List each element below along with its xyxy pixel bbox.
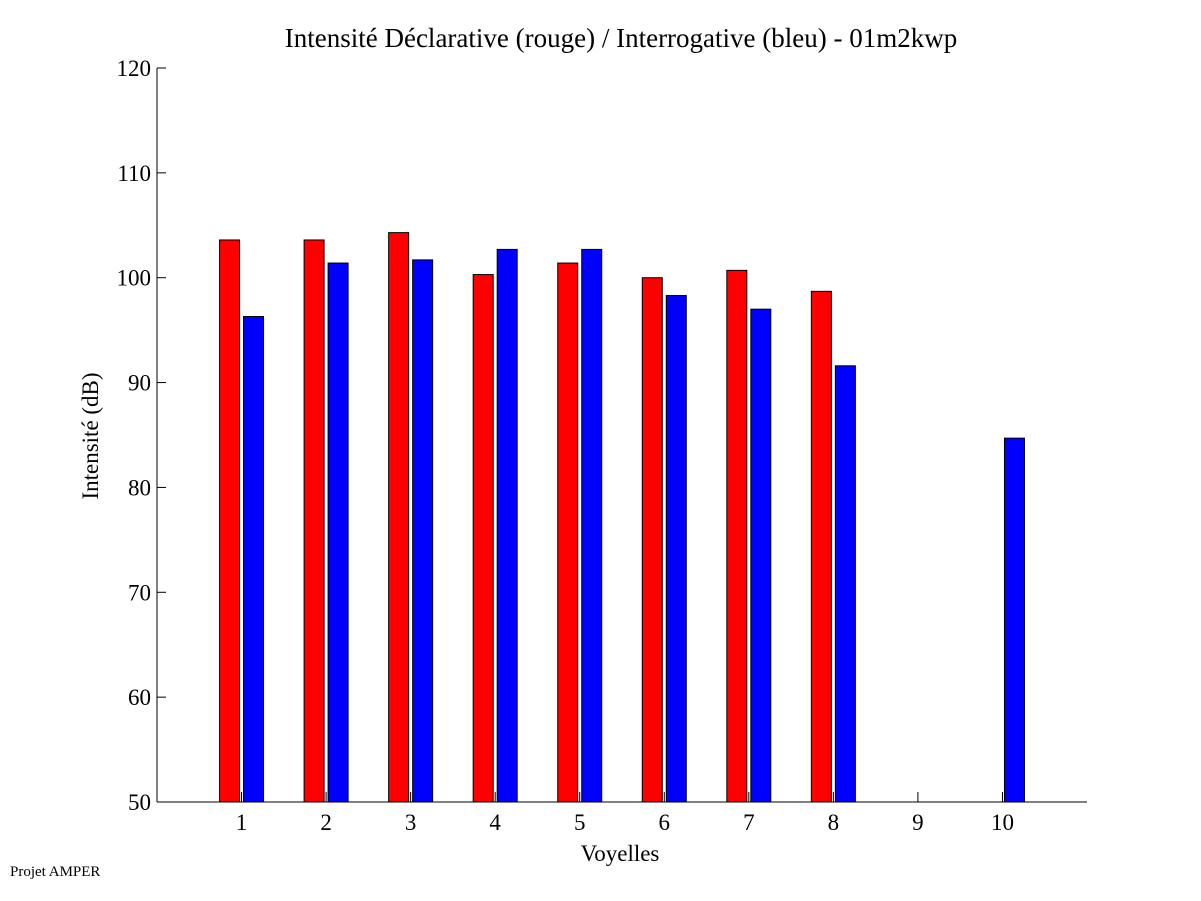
y-tick-label: 70 [128, 580, 151, 605]
bar-interrogative-3 [412, 259, 434, 803]
bar-declarative-3 [388, 232, 410, 803]
bar-interrogative-7 [750, 308, 772, 803]
y-tick-label: 80 [128, 475, 151, 500]
bar-interrogative-4 [496, 248, 518, 803]
plot-area: 50 60 70 80 90 100 110 120 1 2 3 4 5 6 7 8 9 10 [117, 56, 1087, 835]
chart-title: Intensité Déclarative (rouge) / Interrog… [285, 23, 957, 53]
x-tick-label: 6 [659, 810, 671, 835]
bar-declarative-7 [726, 269, 748, 803]
y-tick-label: 110 [117, 161, 151, 186]
x-tick-label: 5 [574, 810, 586, 835]
y-tick-label: 100 [117, 266, 152, 291]
x-tick-label: 7 [743, 810, 755, 835]
x-tick-label: 10 [991, 810, 1014, 835]
x-tick-label: 2 [320, 810, 332, 835]
bar-declarative-2 [303, 239, 325, 803]
bar-interrogative-2 [327, 262, 349, 803]
bar-interrogative-5 [581, 248, 603, 803]
x-axis-label: Voyelles [581, 841, 660, 866]
y-tick-label: 50 [128, 790, 151, 815]
x-tick-label: 9 [912, 810, 924, 835]
bar-declarative-8 [810, 290, 832, 803]
x-tick-label: 8 [828, 810, 840, 835]
y-axis-label: Intensité (dB) [78, 372, 103, 499]
bar-interrogative-8 [834, 365, 856, 803]
bar-interrogative-6 [665, 295, 687, 803]
bar-interrogative-1 [243, 316, 265, 803]
bar-declarative-5 [557, 262, 579, 803]
y-tick-label: 60 [128, 685, 151, 710]
x-tick-label: 1 [236, 810, 248, 835]
bar-declarative-6 [641, 277, 663, 803]
bar-interrogative-10 [1003, 437, 1025, 803]
x-tick-label: 3 [405, 810, 417, 835]
bar-declarative-1 [219, 239, 241, 803]
bar-declarative-4 [472, 274, 494, 803]
x-tick-label: 4 [489, 810, 501, 835]
y-tick-label: 120 [117, 56, 152, 81]
footer-credit: Projet AMPER [10, 864, 101, 880]
y-tick-label: 90 [128, 371, 151, 396]
